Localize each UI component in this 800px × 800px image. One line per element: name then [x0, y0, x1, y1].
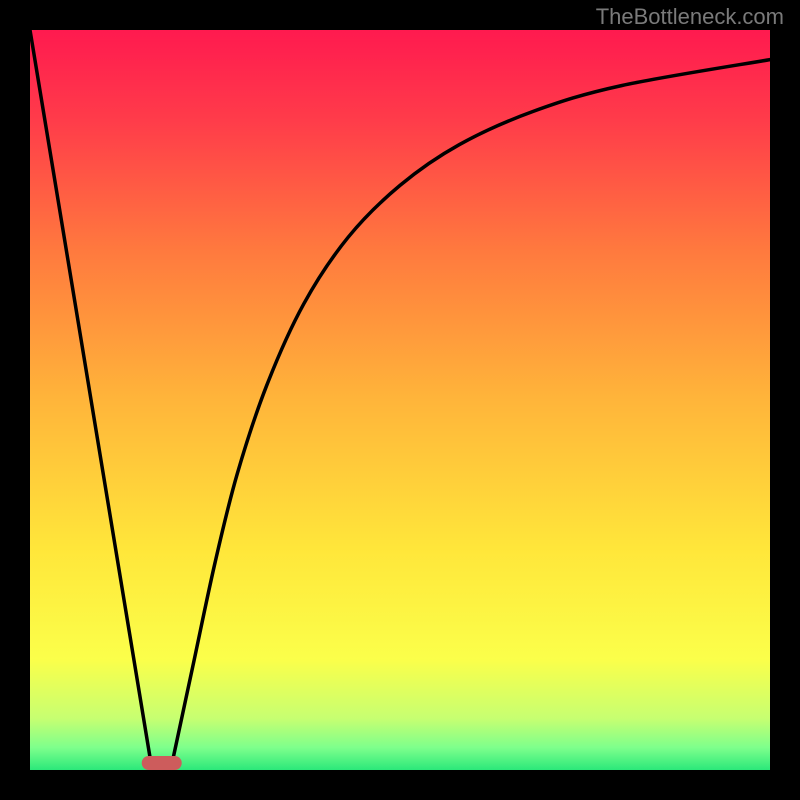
optimal-marker	[142, 756, 182, 770]
chart-container: TheBottleneck.com	[0, 0, 800, 800]
watermark-text: TheBottleneck.com	[596, 4, 784, 30]
bottleneck-chart	[0, 0, 800, 800]
plot-background	[30, 30, 770, 770]
